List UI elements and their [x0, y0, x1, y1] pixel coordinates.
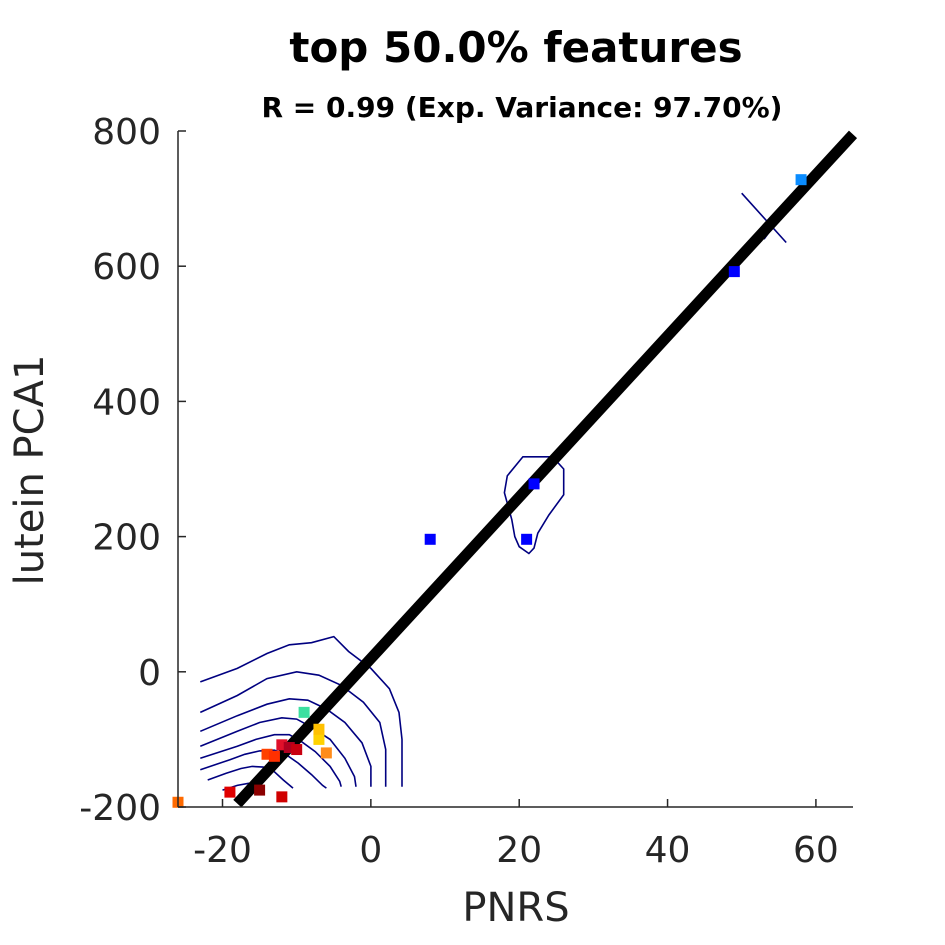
density-contours: [199, 192, 795, 791]
y-axis-label: lutein PCA1: [7, 355, 53, 586]
contour-line-0: [741, 192, 787, 244]
data-point-16: [276, 791, 288, 803]
data-point-3: [521, 533, 533, 545]
data-point-15: [224, 786, 236, 798]
y-tick-label: 800: [92, 112, 161, 153]
data-point-7: [313, 723, 325, 735]
x-tick-label: 40: [645, 830, 691, 871]
data-point-12: [261, 748, 273, 760]
data-point-10: [283, 742, 295, 754]
x-tick-label: 0: [359, 830, 382, 871]
regression-line: [233, 130, 858, 808]
data-point-6: [313, 733, 325, 745]
contour-line-4: [199, 670, 387, 787]
chart-subtitle: R = 0.99 (Exp. Variance: 97.70%): [262, 91, 783, 124]
data-point-11: [291, 744, 303, 756]
contour-line-3: [200, 635, 403, 787]
data-point-9: [276, 739, 288, 751]
data-point-14: [254, 784, 266, 796]
data-points: [172, 174, 807, 808]
y-tick-label: 0: [138, 653, 161, 694]
data-point-8: [320, 747, 332, 759]
chart-title: top 50.0% features: [289, 23, 742, 72]
data-point-2: [528, 478, 540, 490]
y-tick-label: 200: [92, 518, 161, 559]
data-point-0: [795, 174, 807, 186]
x-axis-label: PNRS: [462, 885, 569, 931]
x-tick-label: 60: [793, 830, 839, 871]
contour-line-2: [503, 456, 565, 555]
contour-line-5: [199, 697, 372, 787]
x-tick-label: 20: [496, 830, 542, 871]
data-point-13: [268, 750, 280, 762]
regression-line-group: [233, 130, 858, 808]
data-point-5: [298, 706, 310, 718]
data-point-1: [728, 266, 740, 278]
data-point-4: [424, 533, 436, 545]
y-tick-label: 600: [92, 247, 161, 288]
y-tick-label: -200: [79, 788, 161, 829]
x-tick-label: -20: [193, 830, 252, 871]
y-tick-label: 400: [92, 382, 161, 423]
contour-line-9: [207, 765, 294, 789]
